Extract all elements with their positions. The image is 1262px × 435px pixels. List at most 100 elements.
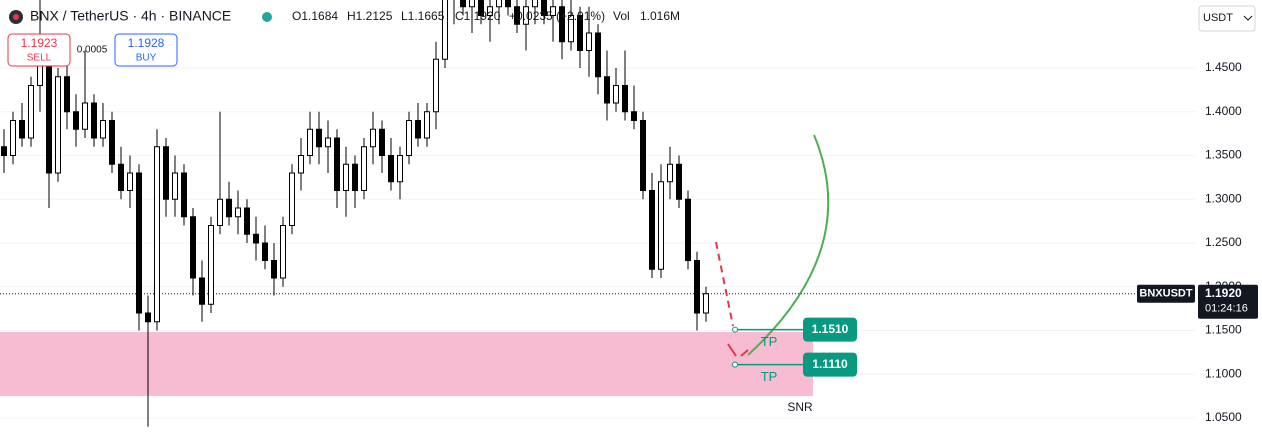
candle-body bbox=[190, 216, 196, 279]
candle-body bbox=[595, 32, 601, 78]
candle-body bbox=[379, 128, 385, 156]
candle-body bbox=[685, 198, 691, 262]
candle-body bbox=[496, 0, 502, 8]
candle-body bbox=[181, 172, 187, 218]
header-value: H1.2125 bbox=[347, 9, 393, 23]
candle-body bbox=[613, 84, 619, 104]
buy-label: BUY bbox=[136, 53, 157, 64]
y-tick-label: 1.1000 bbox=[1205, 366, 1242, 380]
candle-body bbox=[649, 189, 655, 270]
y-tick-label: 1.1500 bbox=[1205, 323, 1242, 337]
symbol-icon-dot bbox=[13, 14, 19, 20]
candle-body bbox=[46, 49, 52, 174]
candle-body bbox=[325, 137, 331, 148]
target-label: TP bbox=[761, 334, 778, 349]
candle-body bbox=[523, 6, 529, 25]
candle-body bbox=[19, 119, 25, 139]
candle-body bbox=[235, 207, 241, 218]
sell-label: SELL bbox=[27, 53, 52, 64]
candle-body bbox=[460, 0, 466, 8]
header-value: +0.0235 (+2.01%) bbox=[509, 9, 605, 23]
candle-body bbox=[316, 128, 322, 148]
market-status bbox=[262, 12, 272, 22]
candle-body bbox=[622, 84, 628, 113]
y-tick-label: 1.3000 bbox=[1205, 191, 1242, 205]
symbol-title: BNX / TetherUS · 4h · BINANCE bbox=[30, 8, 231, 24]
currency-chevron bbox=[1243, 15, 1253, 21]
candle-body bbox=[262, 242, 268, 262]
candle-body bbox=[406, 119, 412, 156]
projection-dashed bbox=[715, 241, 734, 327]
candle-body bbox=[145, 312, 151, 323]
symbol-tag: BNXUSDT bbox=[1139, 288, 1192, 300]
header-value: 1.016M bbox=[640, 9, 680, 23]
header-value: C1.1920 bbox=[455, 9, 501, 23]
candle-body bbox=[10, 119, 16, 156]
candle-body bbox=[604, 76, 610, 104]
candle-body bbox=[415, 119, 421, 139]
candle-body bbox=[91, 102, 97, 139]
header-value: Vol bbox=[613, 9, 630, 23]
target-box bbox=[803, 352, 857, 377]
projection-arrowhead bbox=[727, 343, 749, 357]
candle-body bbox=[100, 119, 106, 139]
header-value: L1.1665 bbox=[401, 9, 445, 23]
price-tag: 1.1920 bbox=[1205, 286, 1242, 300]
candle-body bbox=[397, 154, 403, 183]
candle-body bbox=[244, 207, 250, 235]
currency-label: USDT bbox=[1203, 12, 1233, 24]
candle-body bbox=[55, 76, 61, 174]
candle-body bbox=[217, 198, 223, 227]
candle-body bbox=[361, 146, 367, 191]
candle-body bbox=[487, 6, 493, 16]
candle-body bbox=[118, 163, 124, 191]
candle-body bbox=[388, 154, 394, 183]
y-tick-label: 1.3500 bbox=[1205, 148, 1242, 162]
candle-body bbox=[334, 137, 340, 191]
candle-body bbox=[280, 225, 286, 279]
candle-body bbox=[514, 6, 520, 25]
buy-price: 1.1928 bbox=[128, 36, 165, 50]
header-value: O1.1684 bbox=[292, 9, 338, 23]
candle-body bbox=[703, 293, 709, 314]
zone-label: SNR bbox=[787, 400, 813, 414]
sell-price: 1.1923 bbox=[21, 36, 58, 50]
buy-button[interactable] bbox=[114, 33, 178, 67]
candle-body bbox=[199, 277, 205, 305]
candle-body bbox=[370, 128, 376, 148]
candle-body bbox=[82, 102, 88, 130]
candle-body bbox=[559, 6, 565, 43]
currency-select[interactable] bbox=[1198, 5, 1256, 32]
candle-body bbox=[676, 163, 682, 200]
candle-body bbox=[631, 111, 637, 121]
candle-body bbox=[640, 119, 646, 191]
candle-body bbox=[568, 14, 574, 43]
target-price: 1.1510 bbox=[812, 322, 849, 336]
candle-body bbox=[136, 172, 142, 314]
y-tick-label: 1.4000 bbox=[1205, 104, 1242, 118]
candle-body bbox=[532, 0, 538, 8]
candle-body bbox=[253, 233, 259, 244]
y-tick-label: 1.0500 bbox=[1205, 410, 1242, 424]
candle-body bbox=[442, 0, 448, 60]
snr-zone bbox=[0, 331, 813, 397]
candle-body bbox=[109, 119, 115, 165]
candle-body bbox=[298, 154, 304, 174]
candle-body bbox=[73, 111, 79, 130]
candle-body bbox=[541, 0, 547, 16]
candle-body bbox=[352, 163, 358, 191]
candle-body bbox=[28, 84, 34, 139]
sell-button[interactable] bbox=[7, 33, 71, 67]
candle-body bbox=[127, 172, 133, 191]
candle-body bbox=[208, 225, 214, 305]
y-tick-label: 1.2500 bbox=[1205, 235, 1242, 249]
candle-body bbox=[64, 76, 70, 113]
target-box bbox=[803, 317, 857, 342]
price-tag-bg bbox=[1198, 284, 1258, 319]
candle-body bbox=[307, 128, 313, 156]
spread: 0.0005 bbox=[77, 45, 108, 56]
candle-body bbox=[163, 146, 169, 200]
candle-body bbox=[658, 181, 664, 270]
candle-body bbox=[1, 146, 7, 156]
